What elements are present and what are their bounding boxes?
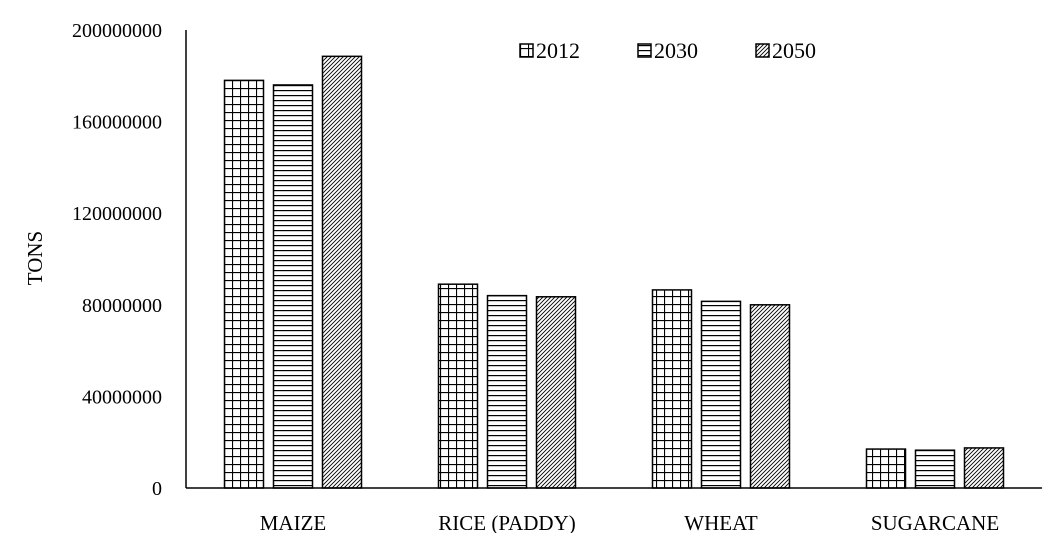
y-tick-label: 200000000: [72, 20, 162, 42]
y-tick-label: 80000000: [82, 295, 162, 317]
x-category-label: SUGARCANE: [871, 511, 999, 533]
x-category-label: MAIZE: [260, 511, 327, 533]
bar-2012-rice-paddy: [437, 283, 479, 489]
bar-2030-sugarcane: [914, 449, 956, 489]
legend-label: 2030: [654, 38, 698, 63]
legend-label: 2012: [536, 38, 580, 63]
y-tick-label: 120000000: [72, 203, 162, 225]
bar-2030-maize: [272, 84, 314, 489]
bar-2050-wheat: [749, 304, 791, 489]
legend: 2012 2030 2050: [519, 38, 816, 63]
bar-2012-maize: [223, 79, 265, 489]
bar-2050-maize: [321, 55, 363, 489]
legend-swatch-2050: [755, 43, 770, 58]
y-tick-label: 160000000: [72, 112, 162, 134]
legend-swatch-2012: [519, 43, 534, 58]
legend-label: 2050: [772, 38, 816, 63]
x-axis-labels: MAIZE RICE (PADDY) WHEAT SUGARCANE: [260, 511, 999, 533]
bar-2012-sugarcane: [865, 448, 907, 489]
y-axis-ticks: 0 40000000 80000000 120000000 160000000 20000…: [72, 20, 162, 500]
y-axis-title: TONS: [23, 231, 47, 285]
y-tick-label: 0: [152, 478, 162, 500]
bar-2050-sugarcane: [963, 447, 1005, 489]
bar-2050-rice-paddy: [535, 296, 577, 489]
legend-swatch-2030: [637, 43, 652, 58]
bar-2030-rice-paddy: [486, 294, 528, 489]
bar-2030-wheat: [700, 300, 742, 489]
x-category-label: RICE (PADDY): [438, 511, 575, 533]
y-tick-label: 40000000: [82, 386, 162, 408]
bar-series: [223, 55, 1005, 489]
x-category-label: WHEAT: [684, 511, 758, 533]
bar-2012-wheat: [651, 289, 693, 489]
